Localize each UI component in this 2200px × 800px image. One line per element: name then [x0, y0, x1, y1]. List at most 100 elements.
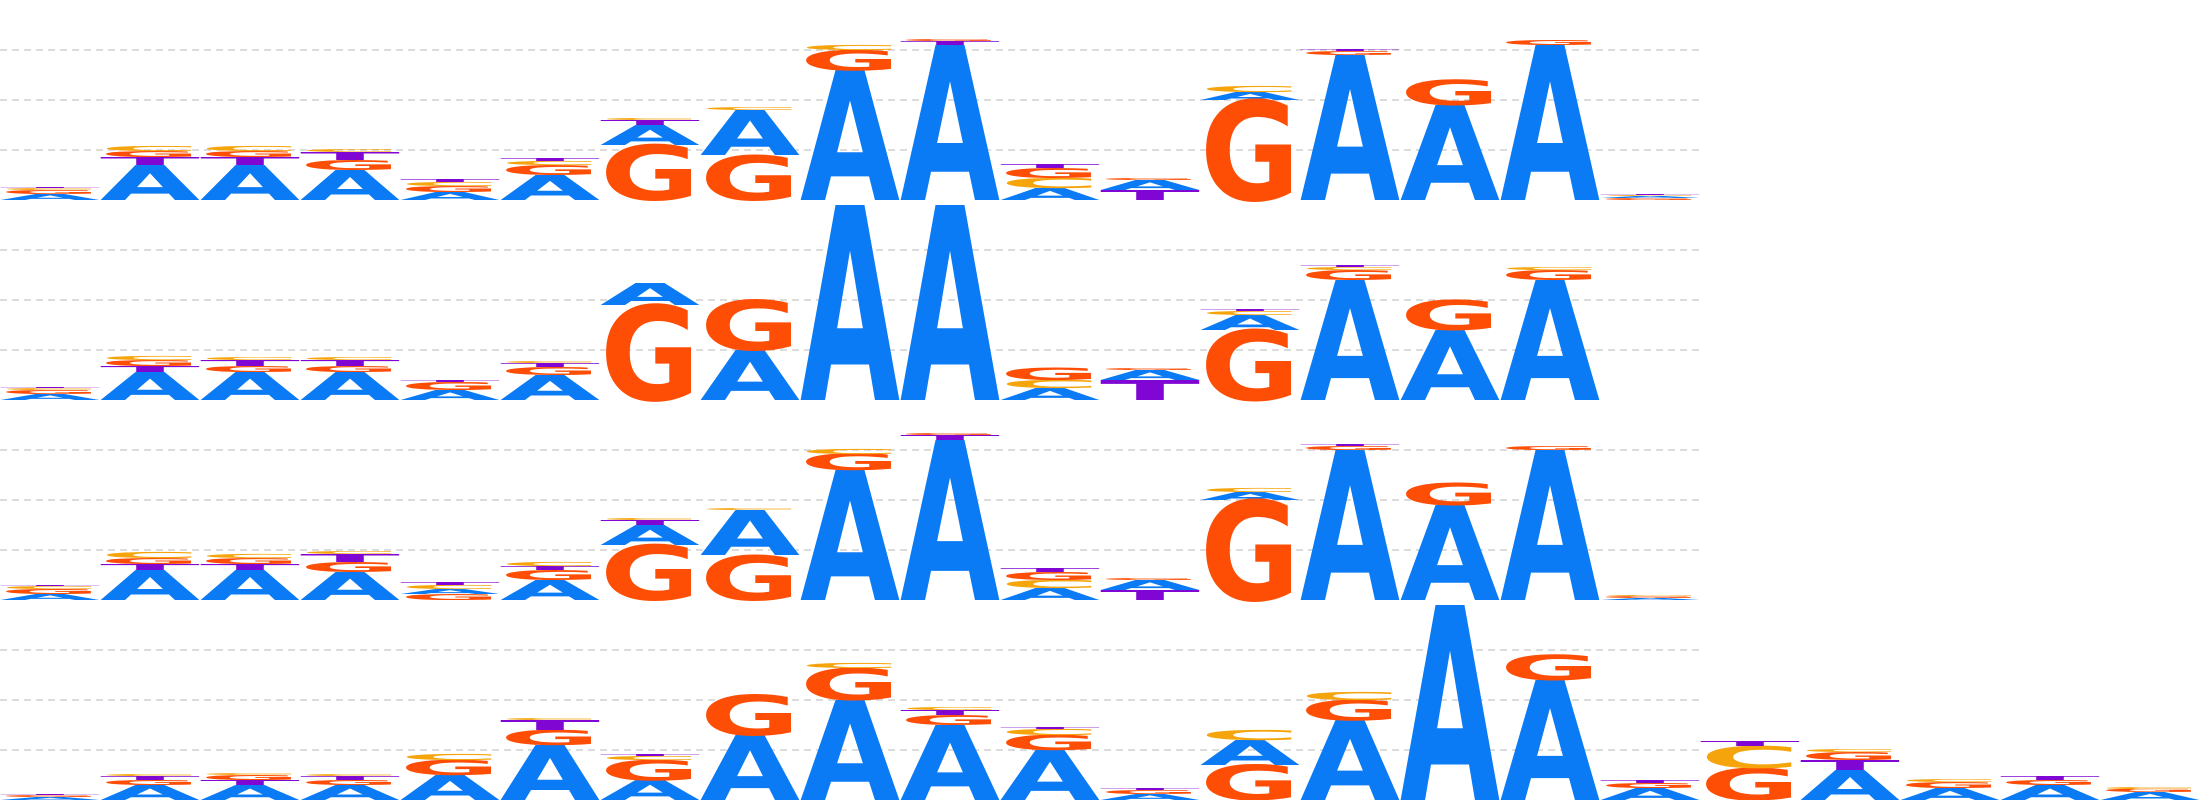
letter-G-logo3-pos6: G	[500, 567, 600, 583]
letter-A-logo4-pos9: A	[800, 673, 900, 800]
letter-C-logo3-pos8: C	[700, 507, 800, 510]
letter-G-logo1-pos5: G	[400, 184, 500, 194]
letter-C-logo2-pos14: C	[1300, 266, 1400, 271]
letter-A-logo2-pos1: A	[0, 392, 100, 402]
letter-A-logo4-pos16: A	[1500, 648, 1600, 800]
letter-A-logo3-pos15: A	[1400, 479, 1500, 631]
letter-T-logo3-pos14: T	[1300, 443, 1400, 446]
letter-G-logo1-pos10: G	[900, 38, 1000, 41]
letter-G-logo3-pos17: G	[1600, 595, 1700, 598]
letter-A-logo1-pos2: A	[100, 156, 200, 212]
letter-A-logo4-pos10: A	[900, 705, 1000, 800]
letter-A-logo4-pos12: A	[1100, 792, 1200, 800]
letter-T-logo3-pos7: T	[600, 519, 700, 527]
letter-C-logo2-pos11: C	[1000, 378, 1100, 391]
letter-A-logo1-pos14: A	[1300, 15, 1400, 247]
letter-G-logo2-pos7: G	[600, 279, 700, 431]
letter-C-logo2-pos13: C	[1200, 310, 1300, 316]
letter-A-logo4-pos8: A	[700, 718, 800, 800]
letter-C-logo2-pos1: C	[0, 387, 100, 390]
letter-A-logo2-pos4: A	[300, 365, 400, 409]
letter-A-logo3-pos4: A	[300, 565, 400, 609]
letter-G-logo3-pos11: G	[1000, 570, 1100, 583]
letter-T-logo4-pos6: T	[500, 717, 600, 733]
letter-G-logo4-pos1: G	[0, 794, 100, 797]
letter-A-logo3-pos11: A	[1000, 585, 1100, 604]
letter-T-logo1-pos11: T	[1000, 163, 1100, 169]
letter-C-logo3-pos9: C	[800, 448, 900, 456]
letter-G-logo2-pos2: G	[100, 358, 200, 368]
letter-G-logo2-pos12: G	[1100, 367, 1200, 370]
letter-A-logo3-pos7: A	[600, 520, 700, 552]
letter-G-logo2-pos4: G	[300, 364, 400, 374]
letter-C-logo1-pos11: C	[1000, 175, 1100, 191]
letter-C-logo4-pos7: C	[600, 755, 700, 761]
letter-A-logo1-pos7: A	[600, 120, 700, 152]
letter-G-logo4-pos8: G	[700, 684, 800, 748]
letter-G-logo4-pos3: G	[200, 774, 300, 782]
letter-T-logo3-pos2: T	[100, 562, 200, 572]
letter-G-logo4-pos12: G	[1100, 789, 1200, 795]
letter-T-logo4-pos1: T	[0, 794, 100, 796]
letter-G-logo2-pos1: G	[0, 389, 100, 395]
letter-T-logo2-pos5: T	[400, 379, 500, 382]
letter-A-logo1-pos3: A	[200, 156, 300, 212]
letter-A-logo4-pos21: A	[2000, 781, 2101, 800]
letter-C-logo2-pos3: C	[200, 356, 300, 361]
letter-A-logo3-pos16: A	[1500, 410, 1600, 650]
letter-T-logo2-pos2: T	[100, 364, 200, 374]
letter-G-logo2-pos6: G	[500, 365, 600, 378]
letter-C-logo1-pos5: C	[400, 181, 500, 187]
letter-A-logo1-pos11: A	[1000, 185, 1100, 204]
letter-G-logo4-pos9: G	[800, 659, 900, 710]
letter-A-logo1-pos5: A	[400, 190, 500, 203]
letter-A-logo2-pos13: A	[1200, 311, 1301, 335]
letter-G-logo4-pos11: G	[1000, 731, 1100, 755]
letter-G-logo2-pos14: G	[1300, 267, 1400, 283]
letter-A-logo2-pos10: A	[900, 152, 1000, 464]
letter-T-logo1-pos4: T	[300, 150, 400, 163]
letter-A-logo2-pos14: A	[1300, 248, 1400, 439]
letter-A-logo3-pos14: A	[1300, 410, 1400, 650]
letter-T-logo3-pos11: T	[1000, 567, 1100, 573]
letter-G-logo4-pos16: G	[1500, 649, 1600, 689]
letter-A-logo4-pos14: A	[1300, 699, 1400, 800]
letter-A-logo3-pos3: A	[200, 562, 300, 610]
letter-G-logo4-pos7: G	[600, 755, 700, 787]
letter-G-logo2-pos5: G	[400, 380, 500, 393]
letter-T-logo2-pos1: T	[0, 387, 100, 389]
letter-G-logo4-pos4: G	[300, 779, 400, 787]
letter-A-logo3-pos13: A	[1200, 490, 1300, 503]
letter-A-logo1-pos9: A	[800, 34, 900, 242]
letter-G-logo1-pos7: G	[600, 130, 700, 218]
letter-C-logo1-pos17: C	[1600, 195, 1700, 197]
letter-A-logo3-pos17: A	[1600, 597, 1700, 600]
letter-G-logo2-pos16: G	[1500, 267, 1600, 283]
letter-T-logo4-pos18: T	[1700, 740, 1800, 748]
letter-T-logo1-pos1: T	[0, 187, 100, 189]
letter-A-logo4-pos2: A	[100, 781, 201, 800]
letter-T-logo4-pos7: T	[600, 753, 700, 756]
letter-A-logo2-pos12: A	[1100, 367, 1200, 383]
letter-G-logo3-pos2: G	[100, 556, 200, 566]
letter-A-logo1-pos10: A	[900, 4, 1000, 251]
letter-T-logo3-pos3: T	[200, 562, 300, 572]
letter-C-logo3-pos4: C	[300, 550, 400, 555]
letter-A-logo2-pos3: A	[200, 365, 300, 409]
letter-A-logo3-pos2: A	[100, 562, 200, 610]
letter-G-logo1-pos3: G	[200, 149, 300, 159]
letter-G-logo1-pos16: G	[1500, 39, 1600, 47]
letter-A-logo4-pos19: A	[1800, 762, 1900, 800]
letter-G-logo4-pos21: G	[2000, 779, 2100, 787]
letter-A-logo3-pos9: A	[800, 434, 900, 642]
letter-G-logo4-pos2: G	[100, 779, 200, 787]
letter-C-logo3-pos13: C	[1200, 487, 1300, 493]
letter-G-logo4-pos18: G	[1700, 759, 1800, 800]
letter-A-logo4-pos5: A	[400, 768, 500, 800]
letter-G-logo4-pos13: G	[1200, 755, 1300, 800]
letter-C-logo4-pos6: C	[500, 717, 600, 720]
letter-G-logo4-pos14: G	[1300, 695, 1400, 727]
letter-A-logo1-pos8: A	[700, 98, 800, 170]
letter-G-logo2-pos11: G	[1000, 365, 1100, 384]
